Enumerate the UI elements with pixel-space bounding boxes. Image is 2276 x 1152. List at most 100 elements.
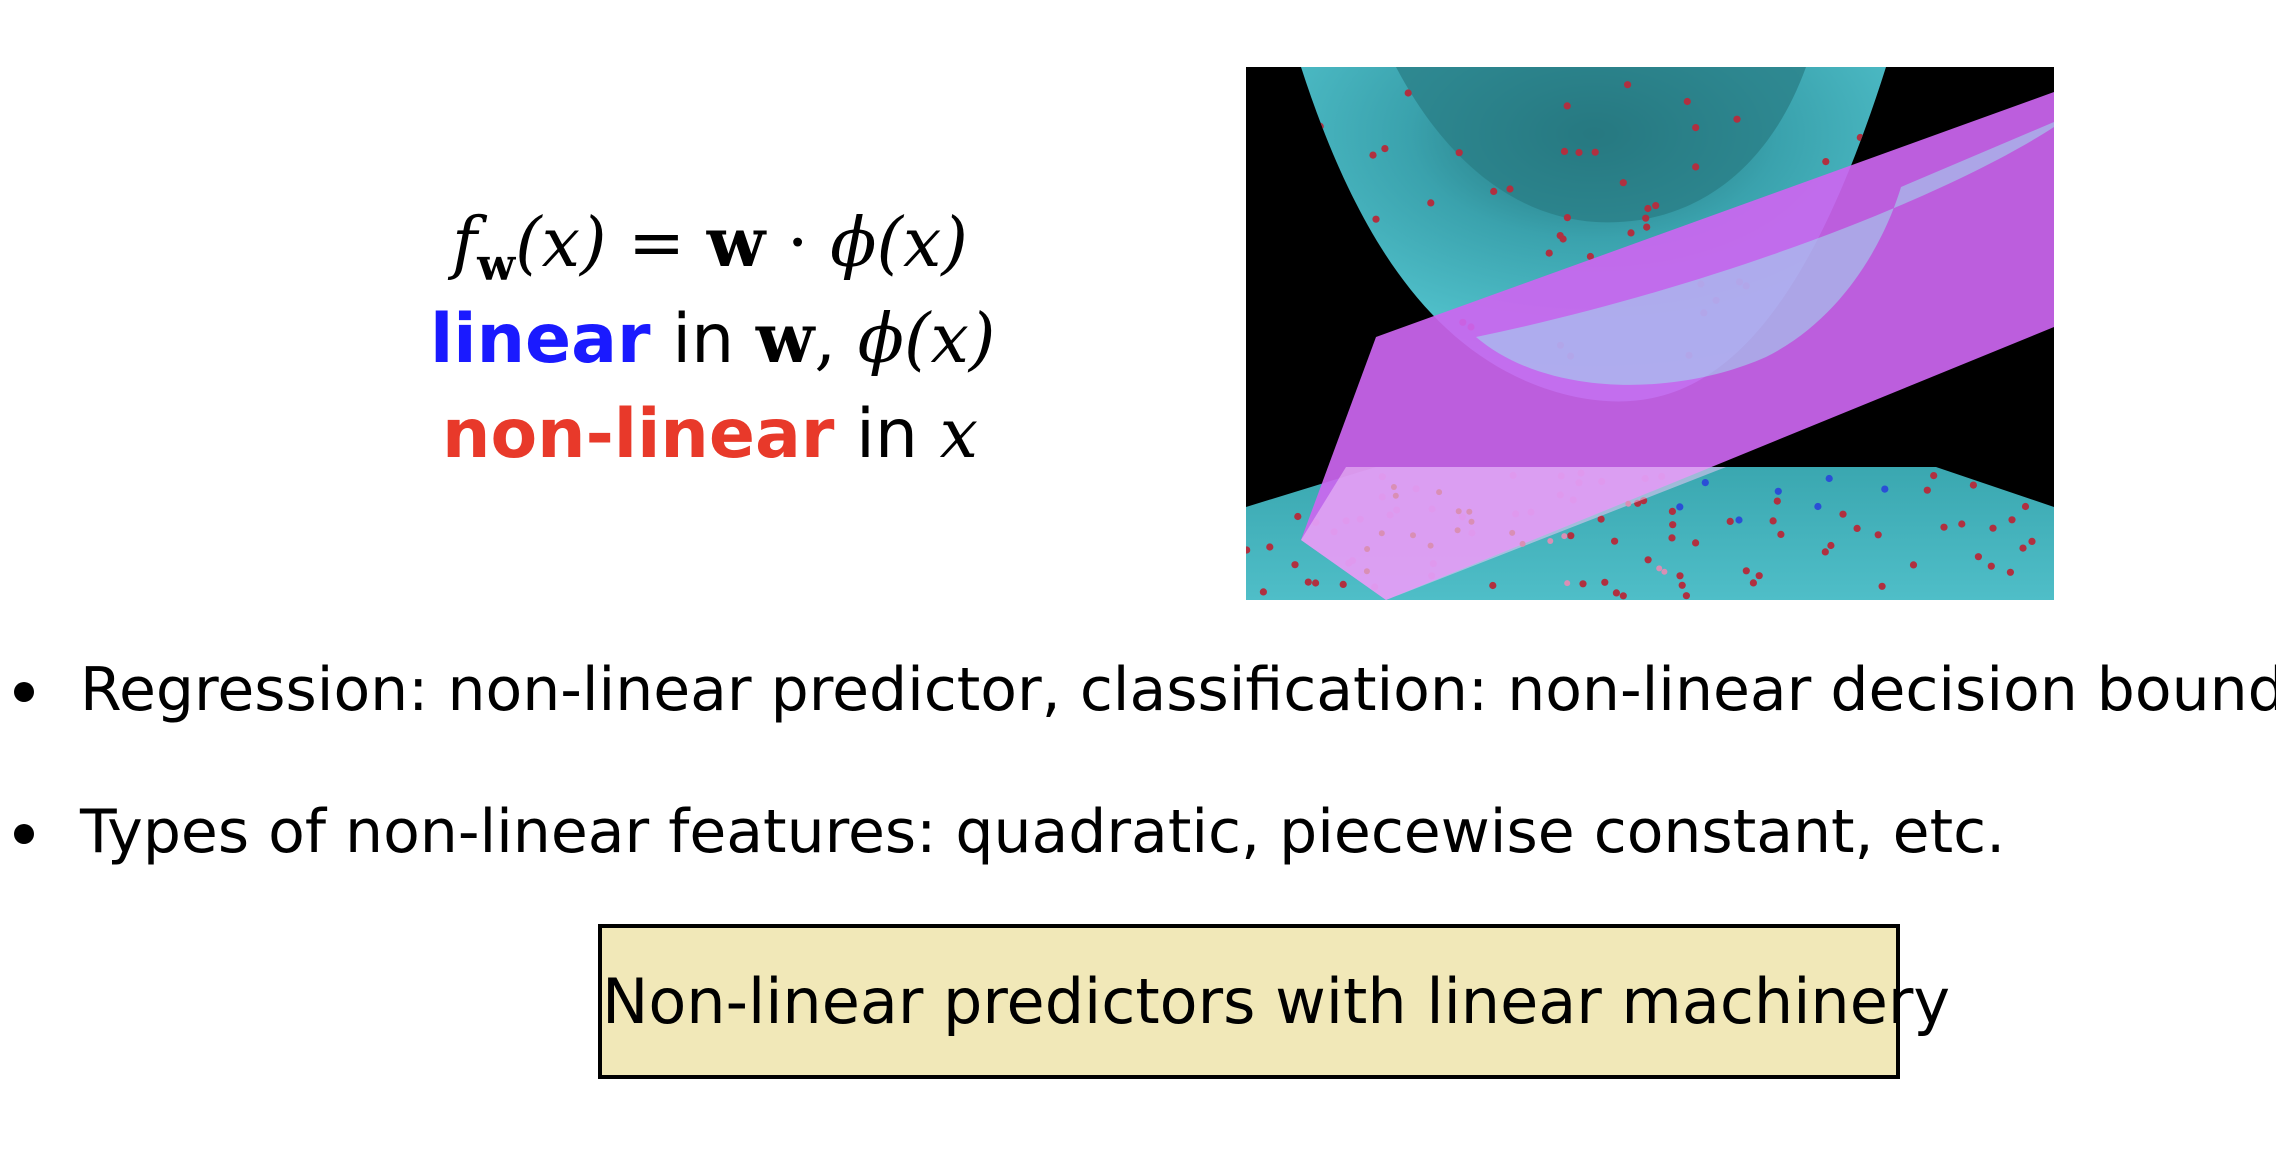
data-point — [1682, 592, 1690, 600]
formula-w-subscript: w — [477, 240, 516, 291]
illustration-svg — [1246, 67, 2054, 600]
data-point — [1246, 546, 1251, 554]
bullet-item-feature-types: Types of non-linear features: quadratic,… — [0, 782, 2276, 882]
data-point — [1291, 561, 1299, 569]
data-point — [1755, 572, 1763, 580]
data-point — [1308, 471, 1316, 479]
data-point — [1466, 508, 1473, 515]
data-point — [1259, 588, 1267, 596]
linear-phi-argument: (x) — [903, 300, 996, 379]
data-point — [1726, 517, 1734, 525]
data-point — [1591, 148, 1599, 156]
data-point — [1735, 516, 1743, 524]
data-point — [1427, 542, 1434, 549]
data-point — [1427, 199, 1435, 207]
data-point — [1266, 543, 1274, 551]
data-point — [1372, 215, 1380, 223]
data-point — [1642, 214, 1650, 222]
data-point — [2028, 537, 2036, 545]
data-point — [1853, 524, 1861, 532]
data-point — [1701, 479, 1709, 487]
data-point — [1692, 124, 1700, 132]
data-point — [1563, 214, 1571, 222]
data-point — [1676, 572, 1684, 580]
data-point — [1455, 508, 1462, 515]
linear-phi: ϕ — [857, 300, 904, 379]
formula-lhs-argument: (x) — [515, 204, 607, 283]
data-point — [1619, 592, 1627, 600]
data-point — [1678, 581, 1686, 589]
data-point — [1958, 520, 1966, 528]
data-point — [1777, 530, 1785, 538]
data-point — [1330, 205, 1338, 213]
data-point — [1974, 553, 1982, 561]
data-point — [1579, 580, 1587, 588]
data-point — [1683, 97, 1691, 106]
data-point — [1987, 562, 1995, 570]
data-point — [1627, 229, 1635, 237]
data-point — [1563, 102, 1571, 110]
data-point — [1612, 589, 1620, 597]
data-point — [1369, 151, 1377, 159]
data-point — [1839, 510, 1847, 518]
data-point — [1364, 546, 1371, 552]
data-point — [1668, 507, 1676, 515]
data-point — [1692, 539, 1700, 547]
bullet-item-regression: Regression: non-linear predictor, classi… — [0, 640, 2276, 740]
data-point — [1774, 487, 1782, 495]
paraboloid-plane-illustration — [1246, 67, 2054, 600]
data-point — [1375, 327, 1383, 335]
data-point — [1545, 249, 1553, 257]
data-point — [1561, 533, 1568, 540]
data-point — [1560, 147, 1569, 155]
data-point — [2008, 516, 2016, 524]
data-point — [1624, 81, 1632, 89]
bullet-list: Regression: non-linear predictor, classi… — [0, 640, 2276, 924]
data-point — [1564, 580, 1571, 587]
linear-comma: , — [814, 300, 858, 379]
data-point — [1381, 145, 1389, 153]
formula-dot: · — [765, 204, 831, 283]
data-point — [1312, 579, 1320, 587]
data-point — [1692, 163, 1700, 171]
formula-definition: fw(x) = w · ϕ(x) — [430, 195, 990, 291]
data-point — [1567, 532, 1575, 540]
data-point — [1652, 202, 1660, 210]
nonlinear-in-text: in — [834, 395, 940, 474]
data-point — [1410, 532, 1416, 539]
data-point — [1586, 252, 1594, 261]
data-point — [1601, 578, 1609, 586]
data-point — [1309, 476, 1317, 485]
data-point — [1611, 537, 1619, 545]
data-point — [1556, 232, 1564, 240]
bullet-dot — [14, 682, 34, 702]
paraboloid-inner-shadow — [1396, 67, 1806, 223]
data-point — [1619, 179, 1627, 187]
data-point — [1625, 500, 1632, 507]
data-point — [1509, 529, 1516, 536]
data-point — [1519, 540, 1526, 547]
data-point — [1749, 579, 1757, 587]
data-point — [1339, 580, 1347, 589]
data-point — [1306, 188, 1314, 196]
formula-w-vector: w — [706, 203, 766, 283]
data-point — [1392, 492, 1399, 499]
formula-phi: ϕ — [830, 204, 877, 283]
data-point — [1827, 541, 1835, 550]
data-point — [1490, 187, 1498, 195]
data-point — [1348, 369, 1356, 377]
data-point — [1742, 567, 1750, 575]
data-point — [1454, 527, 1461, 534]
data-point — [1547, 538, 1554, 544]
data-point — [1669, 521, 1677, 529]
data-point — [1294, 512, 1302, 521]
data-point — [1676, 503, 1684, 511]
formula-linear-line: linear in w, ϕ(x) — [430, 291, 995, 387]
data-point — [1506, 185, 1514, 193]
bullet-dot — [14, 824, 34, 844]
data-point — [1769, 517, 1777, 525]
data-point — [1930, 472, 1938, 480]
nonlinear-x: x — [939, 395, 978, 474]
data-point — [1821, 548, 1829, 556]
data-point — [1969, 481, 1977, 489]
